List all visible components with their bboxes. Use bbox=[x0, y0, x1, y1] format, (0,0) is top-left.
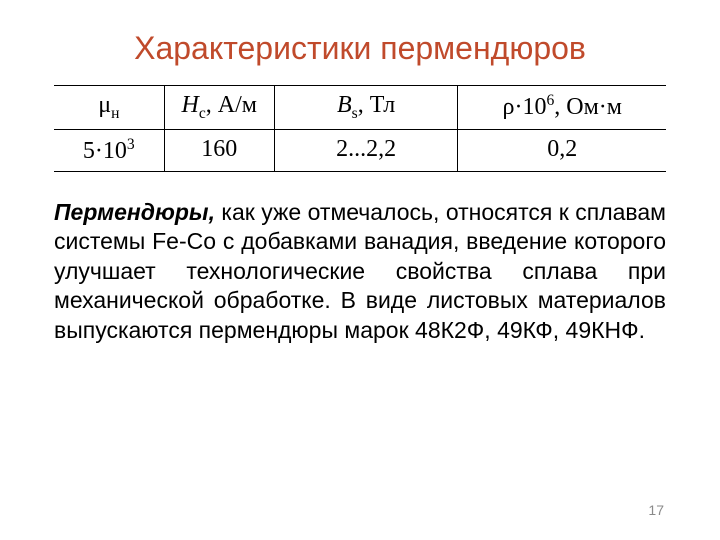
header-hc-sub: c bbox=[199, 105, 206, 122]
properties-table: μн Hc, А/м Bs, Тл ρ·106, Ом·м 5·103 160 … bbox=[54, 85, 666, 172]
cell-bs: 2...2,2 bbox=[274, 129, 458, 171]
header-hc: Hc, А/м bbox=[164, 86, 274, 130]
cell-hc: 160 bbox=[164, 129, 274, 171]
header-rho-base: ρ·10 bbox=[502, 94, 546, 120]
header-mu: μн bbox=[54, 86, 164, 130]
header-mu-sub: н bbox=[111, 105, 119, 122]
header-mu-base: μ bbox=[98, 92, 111, 118]
table-row: 5·103 160 2...2,2 0,2 bbox=[54, 129, 666, 171]
body-paragraph: Пермендюры, как уже отмечалось, относятс… bbox=[54, 198, 666, 345]
header-hc-unit: , А/м bbox=[206, 92, 257, 118]
header-bs-unit: , Тл bbox=[358, 92, 395, 118]
page-title: Характеристики пермендюров bbox=[54, 30, 666, 67]
cell-rho: 0,2 bbox=[458, 129, 666, 171]
cell-mu-sup: 3 bbox=[127, 136, 135, 153]
cell-mu: 5·103 bbox=[54, 129, 164, 171]
paragraph-lead: Пермендюры, bbox=[54, 199, 215, 225]
header-rho: ρ·106, Ом·м bbox=[458, 86, 666, 130]
header-hc-base: H bbox=[182, 92, 199, 118]
header-bs-base: B bbox=[337, 92, 352, 118]
table-header-row: μн Hc, А/м Bs, Тл ρ·106, Ом·м bbox=[54, 86, 666, 130]
header-rho-unit: , Ом·м bbox=[554, 94, 622, 120]
slide: Характеристики пермендюров μн Hc, А/м Bs… bbox=[0, 0, 720, 540]
cell-mu-base: 5·10 bbox=[83, 138, 127, 164]
header-bs: Bs, Тл bbox=[274, 86, 458, 130]
page-number: 17 bbox=[648, 502, 664, 518]
